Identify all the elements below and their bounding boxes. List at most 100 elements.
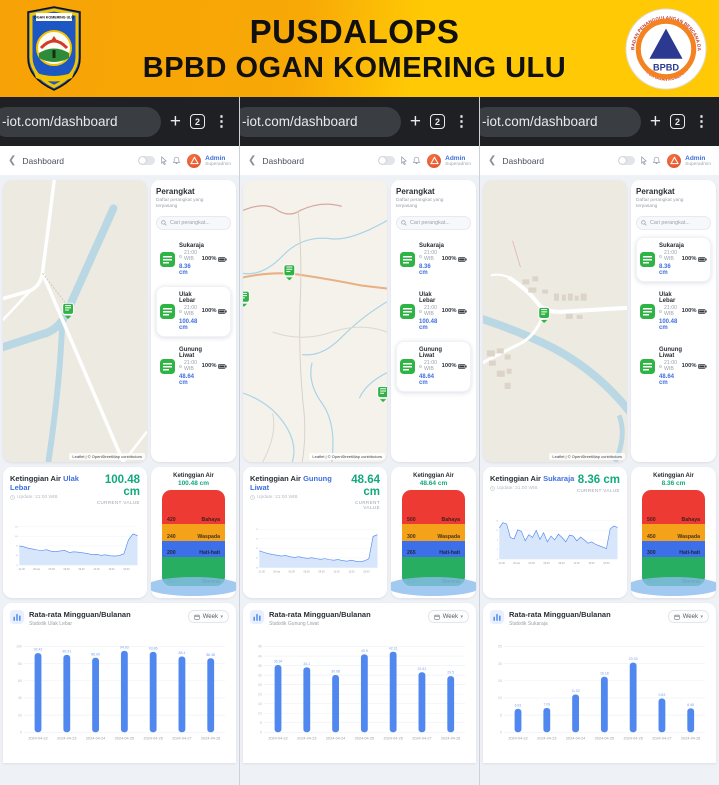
avatar[interactable] bbox=[187, 153, 202, 168]
device-list-item[interactable]: Sukaraja 21:00 WIB 8.36 cm 100% bbox=[156, 237, 231, 282]
avatar-triangle-icon bbox=[669, 156, 679, 165]
theme-toggle[interactable] bbox=[138, 156, 156, 165]
map[interactable]: Leaflet | © OpenStreetMap contributors bbox=[3, 180, 147, 462]
device-list-item[interactable]: Gunung Liwat 21:00 WIB 48.64 cm 100% bbox=[396, 340, 471, 392]
url-bar[interactable]: -iot.com/dashboard bbox=[0, 106, 161, 137]
map-attribution[interactable]: Leaflet | © OpenStreetMap contributors bbox=[69, 453, 145, 460]
device-battery: 100% bbox=[442, 308, 467, 314]
device-list-item[interactable]: Ulak Lebar 21:00 WIB 100.48 cm 100% bbox=[396, 286, 471, 337]
battery-icon bbox=[218, 257, 227, 262]
map[interactable]: Leaflet | © OpenStreetMap contributors bbox=[243, 180, 387, 462]
water-level-line-chart[interactable]: 28 34 40 46 52 21:00 26 Apr 03:00 06:00 09:00 12:0… bbox=[250, 511, 380, 595]
browser-menu-button[interactable]: ⋮ bbox=[694, 113, 709, 130]
weekly-stats-card: Rata-rata Mingguan/Bulanan Statistik Ula… bbox=[3, 603, 236, 763]
svg-text:2024-04-28: 2024-04-28 bbox=[681, 736, 700, 740]
battery-icon bbox=[458, 257, 467, 262]
device-last-update: 21:00 WIB bbox=[419, 250, 438, 262]
back-icon[interactable]: ❮ bbox=[248, 155, 257, 166]
bell-icon[interactable] bbox=[412, 156, 421, 165]
weekly-subtitle: Statistik Sukaraja bbox=[509, 620, 548, 627]
back-icon[interactable]: ❮ bbox=[488, 155, 497, 166]
svg-text:11.02: 11.02 bbox=[571, 689, 580, 693]
range-select[interactable]: Week ▾ bbox=[188, 610, 229, 623]
weekly-title: Rata-rata Mingguan/Bulanan bbox=[269, 610, 371, 619]
svg-text:30.08: 30.08 bbox=[331, 669, 340, 673]
chevron-down-icon: ▾ bbox=[220, 613, 223, 620]
weekly-bar-chart[interactable]: 0 5 10 15 20 25 6.81 2024-04-22 7.09 2024-04-23 11… bbox=[490, 629, 709, 762]
map[interactable]: Leaflet | © OpenStreetMap contributors bbox=[483, 180, 627, 462]
svg-text:21:00: 21:00 bbox=[19, 568, 26, 571]
device-search-placeholder: Cari perangkat... bbox=[170, 219, 210, 226]
svg-text:31.51: 31.51 bbox=[418, 666, 427, 670]
gauge-band-bahaya: 420 Bahaya bbox=[162, 490, 225, 524]
url-bar[interactable]: -iot.com/dashboard bbox=[240, 106, 401, 137]
device-list-item[interactable]: Gunung Liwat 21:00 WIB 48.64 cm 100% bbox=[636, 341, 711, 392]
search-icon bbox=[161, 220, 167, 226]
device-list-item[interactable]: Sukaraja 21:00 WIB 8.36 cm 100% bbox=[636, 236, 711, 282]
weekly-bar-chart[interactable]: 0 5 10 15 20 25 30 35 40 45 35.34 2024-04-22 34.1 202… bbox=[250, 629, 469, 762]
device-search-input[interactable]: Cari perangkat... bbox=[396, 215, 471, 230]
weekly-bar-chart[interactable]: 0 20 40 60 80 100 92.42 2024-04-22 90.31 2024-04-… bbox=[10, 629, 229, 762]
svg-text:26 Apr: 26 Apr bbox=[513, 562, 520, 565]
url-bar[interactable]: -iot.com/dashboard bbox=[480, 106, 641, 137]
user-info[interactable]: Admin Superadmin bbox=[205, 155, 231, 167]
avatar[interactable] bbox=[427, 153, 442, 168]
user-info[interactable]: Admin Superadmin bbox=[445, 155, 471, 167]
map-attribution[interactable]: Leaflet | © OpenStreetMap contributors bbox=[309, 453, 385, 460]
svg-text:2024-04-26: 2024-04-26 bbox=[623, 736, 642, 740]
dashboard-appbar: ❮ Dashboard Admin Superadmin bbox=[480, 146, 719, 176]
device-list-item[interactable]: Gunung Liwat 21:00 WIB 48.64 cm 100% bbox=[156, 341, 231, 392]
tab-counter-button[interactable]: 2 bbox=[190, 114, 205, 129]
bell-icon[interactable] bbox=[652, 156, 661, 165]
svg-text:2024-04-23: 2024-04-23 bbox=[57, 736, 76, 740]
bar-chart-icon bbox=[10, 610, 24, 624]
bell-icon[interactable] bbox=[172, 156, 181, 165]
device-list-item[interactable]: Ulak Lebar 21:00 WIB 100.48 cm 100% bbox=[156, 285, 231, 337]
devices-panel: Perangkat Daftar perangkat yang terpasan… bbox=[631, 180, 716, 462]
browser-menu-button[interactable]: ⋮ bbox=[454, 113, 469, 130]
new-tab-button[interactable]: + bbox=[169, 111, 181, 132]
new-tab-button[interactable]: + bbox=[409, 111, 421, 132]
theme-toggle[interactable] bbox=[378, 156, 396, 165]
device-battery: 100% bbox=[202, 308, 227, 314]
cursor-icon[interactable] bbox=[639, 156, 648, 165]
browser-menu-button[interactable]: ⋮ bbox=[214, 113, 229, 130]
tab-counter-button[interactable]: 2 bbox=[430, 114, 445, 129]
water-level-line-chart[interactable]: 0 4 8 12 16 21:00 26 Apr 03:00 06:00 09:00 12:00 15… bbox=[490, 494, 620, 595]
svg-text:88.4: 88.4 bbox=[179, 651, 186, 655]
svg-text:2024-04-27: 2024-04-27 bbox=[172, 736, 191, 740]
water-level-gauge-card: Ketinggian Air 48.64 cm 500 Bahaya 300 Wasp… bbox=[391, 467, 476, 598]
last-update: Update: 21:00 WIB bbox=[490, 486, 574, 491]
back-icon[interactable]: ❮ bbox=[8, 155, 17, 166]
svg-text:2024-04-22: 2024-04-22 bbox=[268, 736, 287, 740]
map-attribution[interactable]: Leaflet | © OpenStreetMap contributors bbox=[549, 453, 625, 460]
theme-toggle[interactable] bbox=[618, 156, 636, 165]
water-level-line-chart[interactable]: 76 84 92 100 108 21:00 26 Apr 03:00 06:00 09:00 12… bbox=[10, 506, 140, 595]
tab-counter-button[interactable]: 2 bbox=[670, 114, 685, 129]
range-select[interactable]: Week ▾ bbox=[428, 610, 469, 623]
cursor-icon[interactable] bbox=[159, 156, 168, 165]
device-list-item[interactable]: Sukaraja 21:00 WIB 8.36 cm 100% bbox=[396, 237, 471, 282]
range-select[interactable]: Week ▾ bbox=[668, 610, 709, 623]
svg-text:03:00: 03:00 bbox=[49, 568, 56, 571]
user-info[interactable]: Admin Superadmin bbox=[685, 155, 711, 167]
svg-text:26 Apr: 26 Apr bbox=[273, 570, 280, 573]
device-list-item[interactable]: Ulak Lebar 21:00 WIB 100.48 cm 100% bbox=[636, 286, 711, 337]
page-title: Dashboard bbox=[22, 155, 64, 166]
water-sensor-icon bbox=[640, 303, 655, 319]
device-name: Ulak Lebar bbox=[419, 291, 436, 304]
cursor-icon[interactable] bbox=[399, 156, 408, 165]
search-icon bbox=[641, 220, 647, 226]
avatar-triangle-icon bbox=[189, 156, 199, 165]
device-search-input[interactable]: Cari perangkat... bbox=[636, 215, 711, 230]
avatar[interactable] bbox=[667, 153, 682, 168]
water-level-gauge-card: Ketinggian Air 100.48 cm 420 Bahaya 240 Was… bbox=[151, 467, 236, 598]
url-text: -iot.com/dashboard bbox=[482, 114, 598, 129]
device-search-input[interactable]: Cari perangkat... bbox=[156, 215, 231, 230]
svg-text:09:00: 09:00 bbox=[78, 568, 85, 571]
svg-text:16.18: 16.18 bbox=[600, 671, 609, 675]
svg-text:18:00: 18:00 bbox=[123, 568, 130, 571]
svg-text:6.81: 6.81 bbox=[515, 703, 522, 707]
new-tab-button[interactable]: + bbox=[649, 111, 661, 132]
